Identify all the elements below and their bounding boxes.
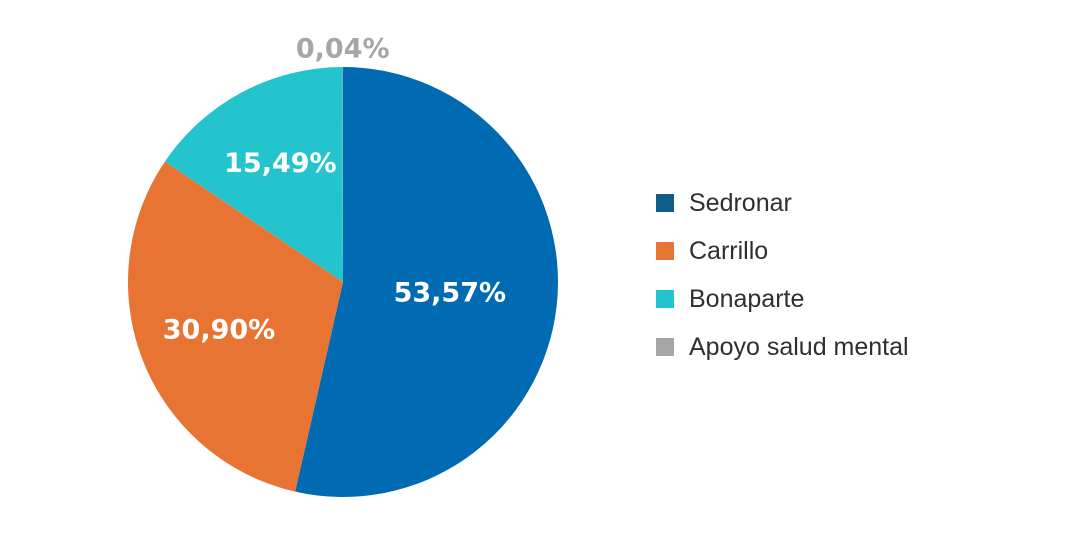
legend-label: Apoyo salud mental	[689, 332, 909, 361]
legend-item-carrillo: Carrillo	[656, 227, 1016, 275]
legend-swatch	[656, 242, 674, 260]
legend: Sedronar Carrillo Bonaparte Apoyo salud …	[656, 179, 1016, 371]
legend-item-apoyo-salud-mental: Apoyo salud mental	[656, 323, 1016, 371]
slice-sedronar	[295, 67, 558, 498]
legend-item-sedronar: Sedronar	[656, 179, 1016, 227]
slice-label-carrillo: 30,90%	[163, 314, 275, 345]
slice-label-apoyo-salud-mental: 0,04%	[296, 33, 390, 64]
slice-label-sedronar: 53,57%	[394, 278, 506, 309]
slice-apoyo-salud-mental	[342, 67, 343, 282]
slice-carrillo	[127, 161, 343, 492]
legend-item-bonaparte: Bonaparte	[656, 275, 1016, 323]
legend-label: Carrillo	[689, 236, 769, 265]
slice-label-bonaparte: 15,49%	[224, 148, 336, 179]
legend-label: Bonaparte	[689, 284, 805, 313]
legend-swatch	[656, 194, 674, 212]
legend-swatch	[656, 338, 674, 356]
pie-value-labels: 53,57% 30,90% 15,49% 0,04%	[163, 33, 506, 345]
legend-label: Sedronar	[689, 188, 792, 217]
pie-slices	[127, 67, 558, 498]
legend-swatch	[656, 290, 674, 308]
slice-bonaparte	[164, 67, 343, 283]
